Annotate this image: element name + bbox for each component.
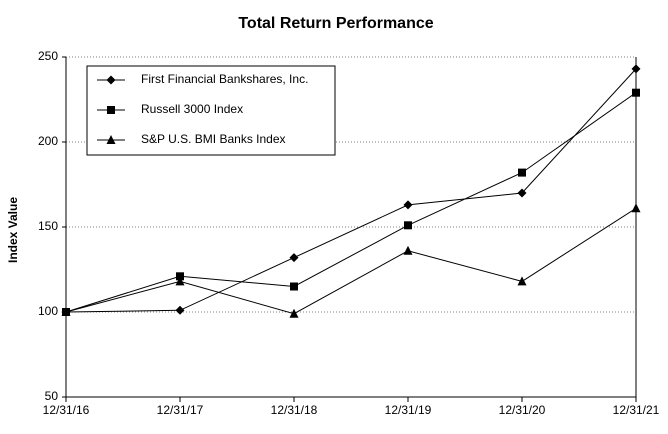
- x-tick-label: 12/31/19: [385, 403, 432, 417]
- marker: [175, 276, 185, 286]
- marker: [403, 200, 413, 210]
- x-tick-label: 12/31/17: [157, 403, 204, 417]
- x-tick-label: 12/31/20: [499, 403, 546, 417]
- marker: [517, 188, 527, 198]
- y-axis-title: Index Value: [6, 197, 20, 263]
- marker: [404, 221, 412, 230]
- marker: [632, 88, 640, 97]
- x-tick-label: 12/31/16: [43, 403, 90, 417]
- marker: [107, 106, 115, 114]
- legend-box: [86, 65, 336, 156]
- marker: [290, 282, 298, 291]
- x-tick-label: 12/31/21: [613, 403, 660, 417]
- series-line: [65, 207, 637, 315]
- y-tick-label: 50: [45, 389, 59, 403]
- marker: [289, 253, 299, 263]
- marker: [175, 305, 185, 315]
- legend-label: First Financial Bankshares, Inc.: [141, 72, 308, 86]
- marker: [106, 135, 116, 144]
- y-tick-label: 150: [38, 219, 58, 233]
- marker: [289, 308, 299, 318]
- marker: [176, 272, 184, 281]
- marker: [61, 307, 71, 316]
- marker: [106, 75, 116, 85]
- legend-label: Russell 3000 Index: [141, 102, 243, 116]
- marker: [631, 64, 641, 74]
- y-tick-label: 250: [38, 49, 58, 63]
- marker: [517, 276, 527, 286]
- marker: [403, 245, 413, 255]
- y-tick-label: 100: [38, 304, 58, 318]
- marker: [518, 168, 526, 177]
- legend-label: S&P U.S. BMI Banks Index: [141, 132, 286, 146]
- y-tick-label: 200: [38, 134, 58, 148]
- series-line: [65, 92, 637, 313]
- x-tick-label: 12/31/18: [271, 403, 318, 417]
- marker: [631, 203, 641, 213]
- series-line: [65, 68, 637, 313]
- chart-title: Total Return Performance: [238, 15, 433, 32]
